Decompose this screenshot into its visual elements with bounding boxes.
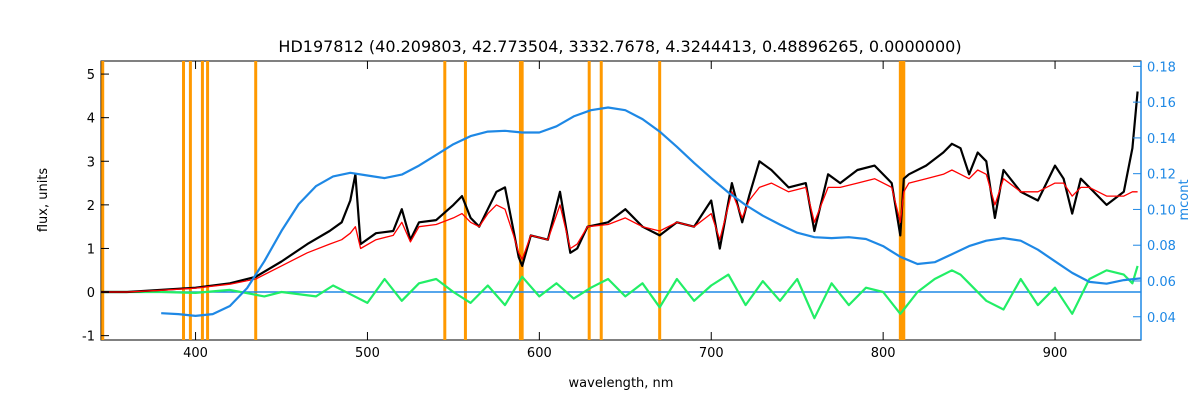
x-tick-label: 900 <box>1043 346 1068 361</box>
y-tick-label: 1 <box>87 242 95 257</box>
y-tick-label: 3 <box>87 155 95 170</box>
y-tick-right-label: 0.12 <box>1147 168 1176 183</box>
x-tick-label: 700 <box>699 346 724 361</box>
y-tick-right-label: 0.08 <box>1147 239 1176 254</box>
y-tick-right-label: 0.16 <box>1147 96 1176 111</box>
y-tick-label: 5 <box>87 68 95 83</box>
series-layer <box>101 91 1142 320</box>
residual-series-line <box>101 265 1139 320</box>
x-axis-label: wavelength, nm <box>569 376 674 391</box>
chart-title: HD197812 (40.209803, 42.773504, 3332.767… <box>278 37 961 56</box>
continuum-series-line <box>161 106 1142 317</box>
y-tick-right-label: 0.10 <box>1147 203 1176 218</box>
y-tick-label: -1 <box>82 330 95 345</box>
x-tick-label: 800 <box>871 346 896 361</box>
x-axis: 400 500 600 700 800 900 <box>183 61 1067 361</box>
marker-lines <box>101 61 906 340</box>
y-axis-right-label: mcont <box>1177 179 1192 220</box>
y-tick-right-label: 0.04 <box>1147 311 1176 326</box>
y-tick-right-label: 0.18 <box>1147 60 1176 75</box>
x-tick-label: 500 <box>355 346 380 361</box>
x-tick-label: 400 <box>183 346 208 361</box>
y-tick-label: 2 <box>87 199 95 214</box>
y-tick-right-label: 0.14 <box>1147 132 1176 147</box>
y-tick-label: 0 <box>87 286 95 301</box>
y-axis-left: -1 0 1 2 3 4 5 <box>82 68 109 345</box>
y-tick-right-label: 0.06 <box>1147 275 1176 290</box>
y-axis-right: 0.04 0.06 0.08 0.10 0.12 0.14 0.16 0.18 <box>1133 60 1176 340</box>
x-tick-label: 600 <box>527 346 552 361</box>
y-tick-label: 4 <box>87 112 95 127</box>
model-series-line <box>101 169 1138 293</box>
y-axis-label: flux, units <box>36 168 51 233</box>
